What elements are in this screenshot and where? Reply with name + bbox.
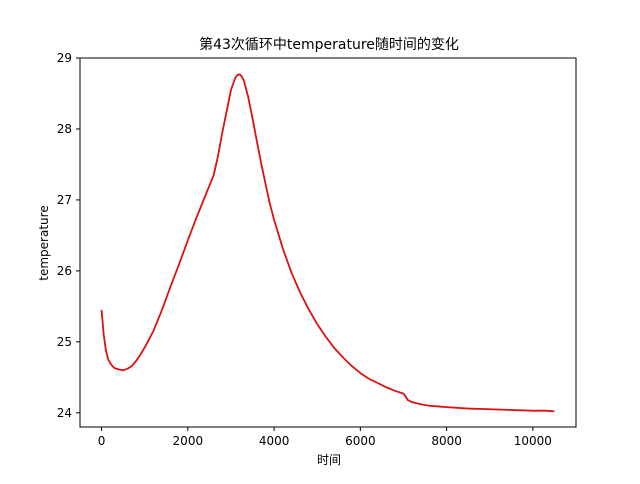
temperature-series-line [100,73,555,413]
y-tick-label: 26 [57,264,72,278]
y-axis-label: temperature [37,205,51,280]
y-tick-label: 25 [57,335,72,349]
chart-title: 第43次循环中temperature随时间的变化 [199,36,459,53]
x-tick-label: 2000 [173,434,204,448]
x-tick-label: 0 [98,434,106,448]
x-tick-label: 6000 [345,434,376,448]
y-tick-label: 29 [57,51,72,65]
plot-lines [100,73,555,413]
x-tick-label: 10000 [514,434,552,448]
x-tick-label: 8000 [431,434,462,448]
y-tick-label: 28 [57,122,72,136]
y-tick-label: 27 [57,193,72,207]
y-axis-ticks: 24 25 26 27 28 29 [57,51,80,420]
plot-frame [79,57,577,428]
y-tick-label: 24 [57,406,72,420]
x-axis-ticks: 0 2000 4000 6000 8000 10000 [98,427,552,448]
x-axis-label: 时间 [317,453,341,467]
x-tick-label: 4000 [259,434,290,448]
